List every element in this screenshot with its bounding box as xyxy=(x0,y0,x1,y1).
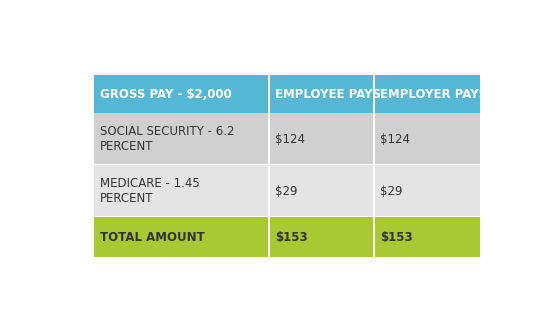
Text: MEDICARE - 1.45
PERCENT: MEDICARE - 1.45 PERCENT xyxy=(100,177,199,205)
Text: $124: $124 xyxy=(276,133,305,146)
Text: $153: $153 xyxy=(380,231,413,244)
Bar xyxy=(375,217,480,257)
Bar xyxy=(375,75,480,113)
Text: SOCIAL SECURITY - 6.2
PERCENT: SOCIAL SECURITY - 6.2 PERCENT xyxy=(100,125,234,153)
Text: TOTAL AMOUNT: TOTAL AMOUNT xyxy=(100,231,204,244)
Bar xyxy=(94,217,268,257)
Text: EMPLOYER PAYS: EMPLOYER PAYS xyxy=(380,88,487,101)
Bar xyxy=(94,165,268,216)
Bar xyxy=(269,75,373,113)
Text: EMPLOYEE PAYS: EMPLOYEE PAYS xyxy=(276,88,381,101)
Text: $29: $29 xyxy=(380,185,403,198)
Text: $153: $153 xyxy=(276,231,308,244)
Bar xyxy=(375,113,480,164)
Bar xyxy=(269,217,373,257)
Text: $124: $124 xyxy=(380,133,410,146)
Bar xyxy=(269,113,373,164)
Text: $29: $29 xyxy=(276,185,298,198)
Bar xyxy=(269,165,373,216)
Bar xyxy=(375,165,480,216)
Bar xyxy=(94,113,268,164)
Text: GROSS PAY - $2,000: GROSS PAY - $2,000 xyxy=(100,88,231,101)
Bar xyxy=(94,75,268,113)
